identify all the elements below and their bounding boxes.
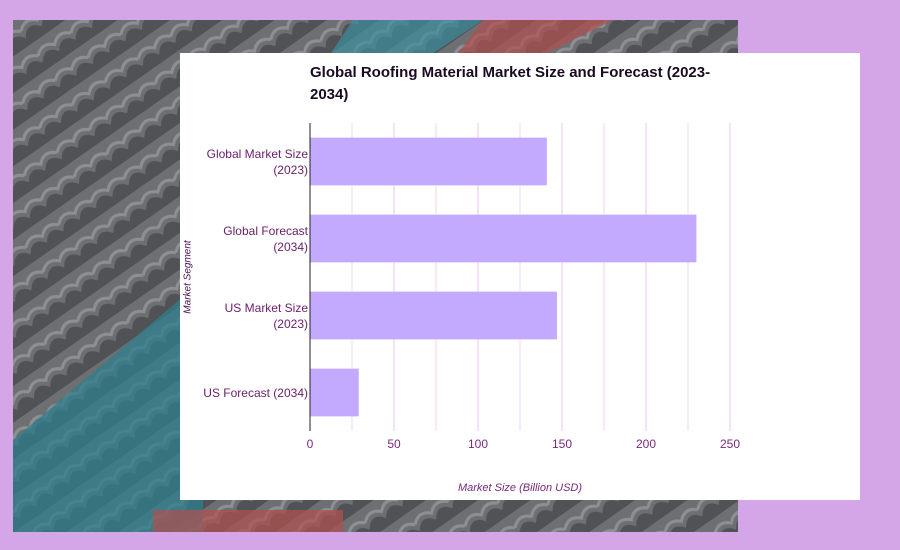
bar	[310, 137, 547, 186]
x-tick-label: 0	[307, 437, 314, 451]
y-axis-label: Market Segment	[183, 239, 194, 314]
x-tick-label: 50	[387, 437, 401, 451]
x-tick-label: 100	[468, 437, 488, 451]
y-tick-label: Global Forecast (2034)	[223, 223, 308, 254]
bar	[310, 368, 359, 417]
x-tick-label: 250	[720, 437, 740, 451]
chart-title: Global Roofing Material Market Size and …	[310, 64, 711, 103]
x-tick-label: 200	[636, 437, 656, 451]
x-tick-label: 150	[552, 437, 572, 451]
bar	[310, 291, 557, 340]
bar	[310, 214, 697, 263]
y-tick-label: Global Market Size (2023)	[206, 146, 308, 177]
x-axis-label: Market Size (Billion USD)	[458, 482, 582, 494]
y-tick-label: US Forecast (2034)	[203, 385, 308, 400]
y-tick-label: US Market Size (2023)	[224, 300, 308, 331]
